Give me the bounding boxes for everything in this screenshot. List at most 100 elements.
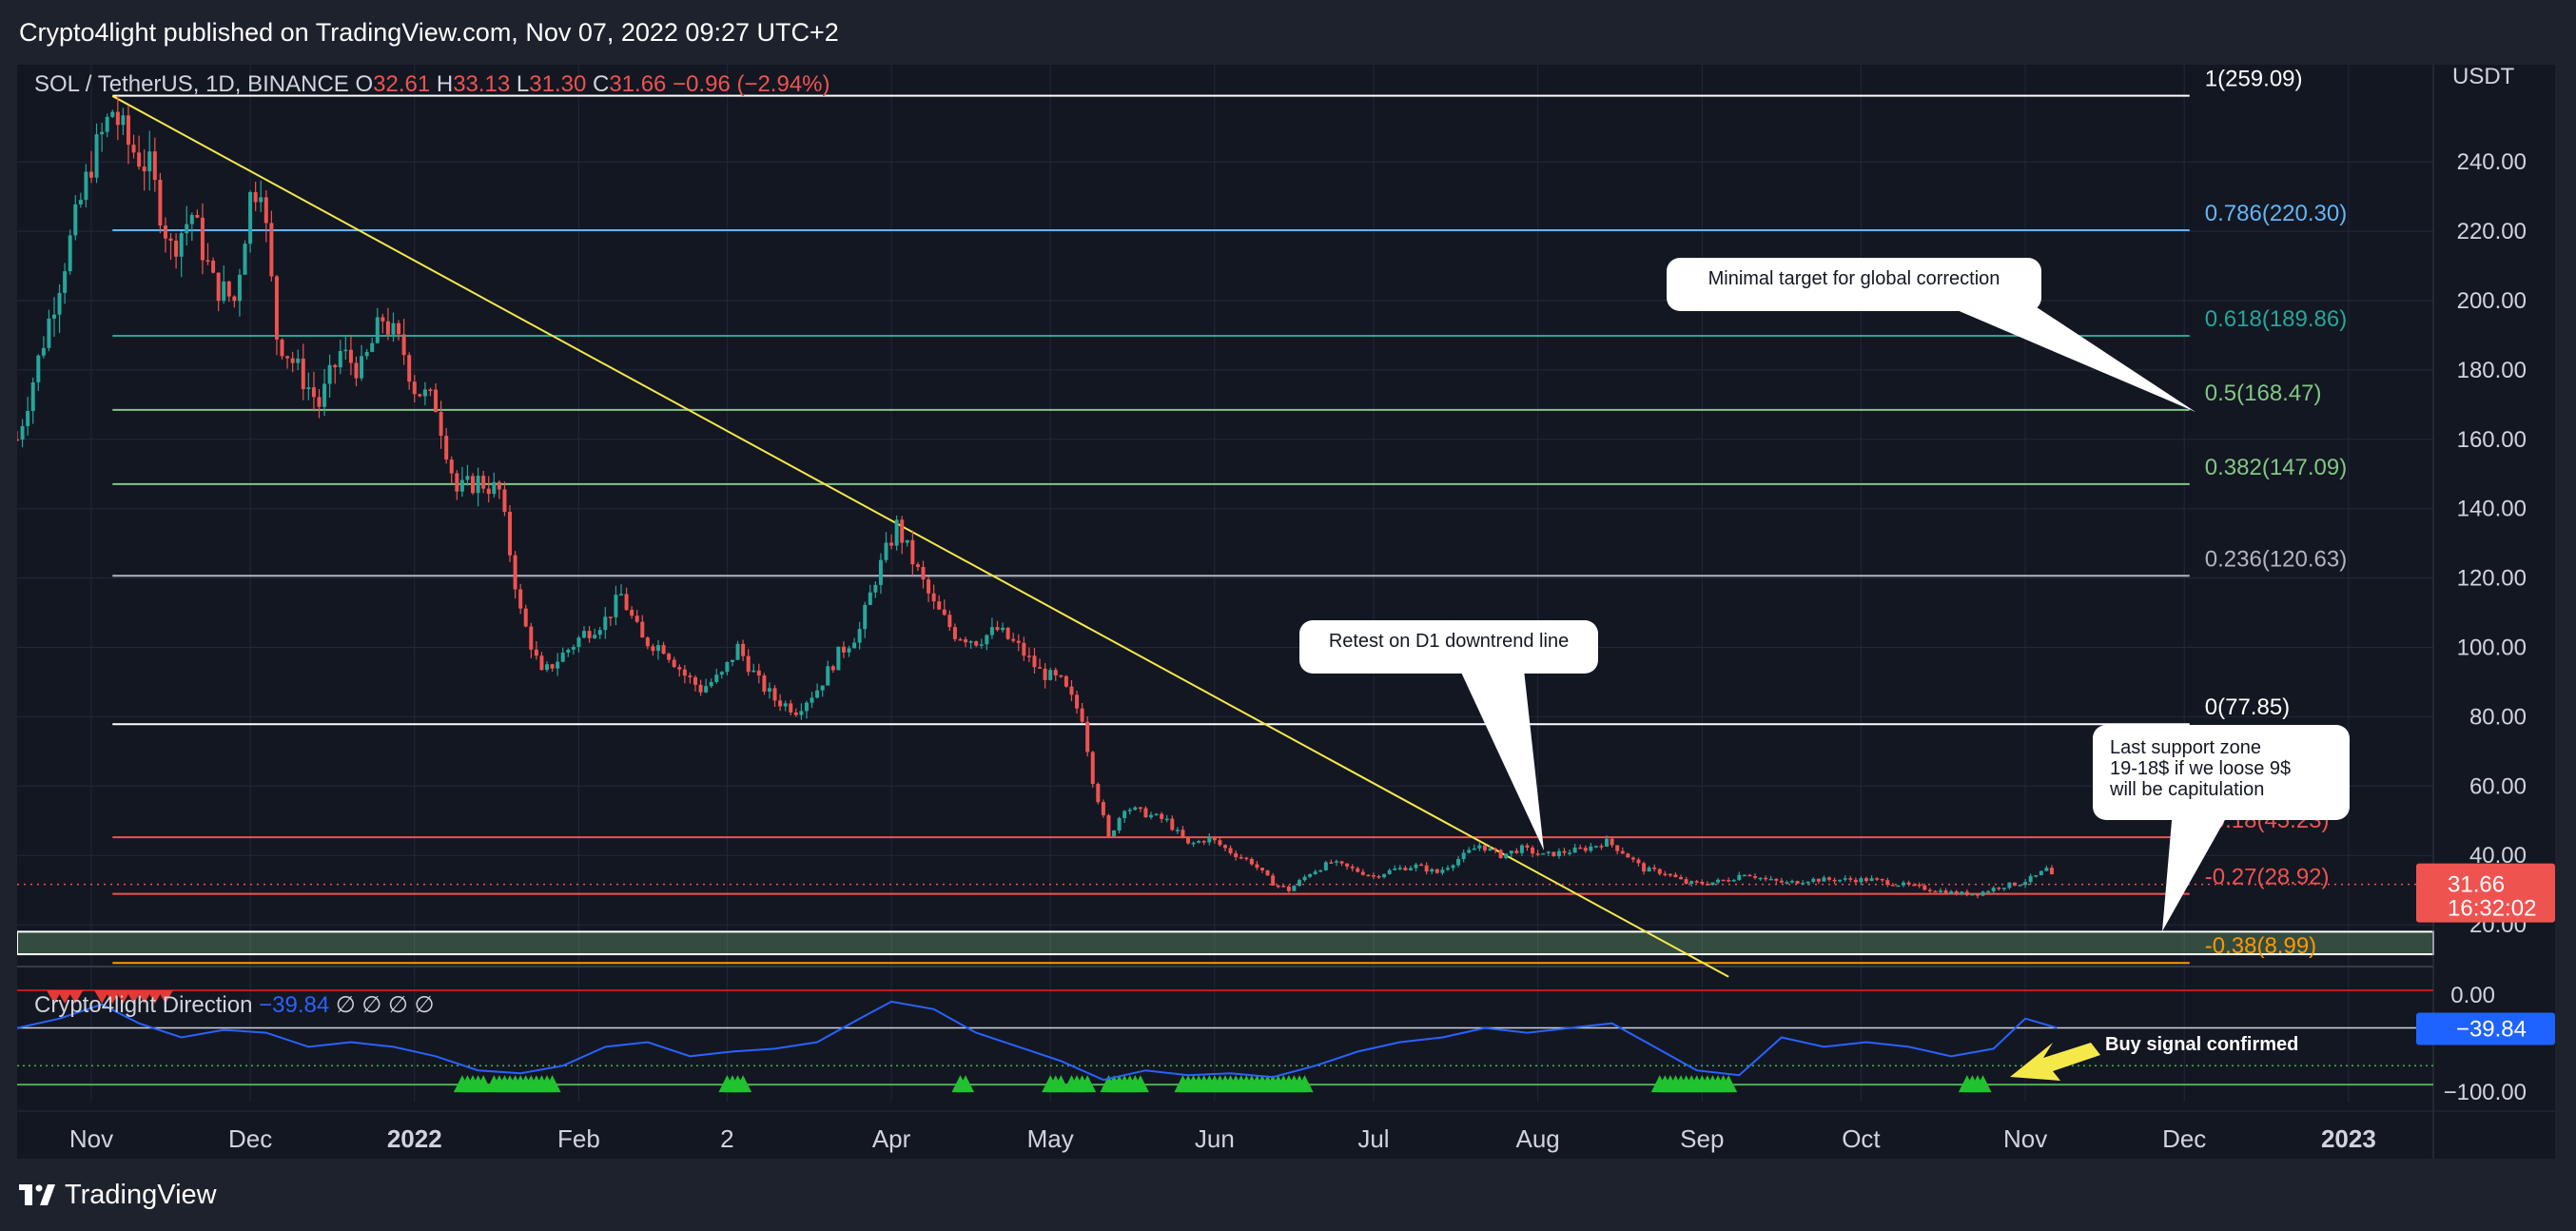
candle xyxy=(1583,848,1588,851)
candle xyxy=(1615,845,1620,851)
candle xyxy=(1917,884,1922,887)
candle xyxy=(1626,853,1630,858)
candle xyxy=(1255,864,1259,869)
countdown-timer: 16:32:02 xyxy=(2448,896,2536,922)
candle xyxy=(719,672,724,675)
time-tick-label: Dec xyxy=(2162,1124,2206,1153)
candle xyxy=(1302,876,1307,881)
candle xyxy=(1403,868,1408,870)
time-tick-label: Nov xyxy=(69,1124,113,1153)
candle xyxy=(2028,875,2033,883)
candle xyxy=(465,476,470,480)
candle xyxy=(1848,878,1853,880)
downtrend-line xyxy=(111,95,1729,978)
candle xyxy=(1228,848,1233,853)
candle xyxy=(1329,862,1334,864)
candle xyxy=(1175,830,1180,831)
candle xyxy=(94,134,99,178)
candle xyxy=(30,381,35,411)
candle xyxy=(1816,878,1821,882)
candle xyxy=(608,616,613,618)
candle xyxy=(481,476,486,489)
fib-level-label: -0.27(28.92) xyxy=(2205,865,2330,890)
chart-area[interactable]: 1(259.09) 0.786(220.30) 0.618(189.86) 0.5(1… xyxy=(17,65,2555,1159)
candle xyxy=(1265,870,1270,876)
current-price-tag xyxy=(2416,863,2555,923)
candle xyxy=(1758,877,1763,880)
time-tick-label: 2022 xyxy=(387,1124,442,1153)
callout-retest-text: Retest on D1 downtrend line xyxy=(1329,631,1569,652)
legend-part: 32.61 xyxy=(373,71,430,97)
candle xyxy=(1710,882,1715,886)
candle xyxy=(1059,674,1064,677)
candle xyxy=(900,519,905,543)
candle xyxy=(248,191,253,244)
candle xyxy=(131,145,136,153)
time-tick-label: Jun xyxy=(1195,1124,1235,1153)
candle xyxy=(327,364,332,384)
candle xyxy=(1589,846,1593,851)
buy-signal-marker xyxy=(734,1075,752,1093)
fib-level-label: 1(259.09) xyxy=(2205,67,2303,92)
candle xyxy=(121,115,126,126)
candle xyxy=(285,356,290,359)
candle xyxy=(1896,885,1901,888)
buy-signal-marker xyxy=(543,1075,561,1093)
candle xyxy=(1434,869,1439,873)
candle xyxy=(1191,842,1196,845)
candle xyxy=(1376,875,1381,878)
direction-indicator-line xyxy=(17,1000,2058,1082)
candle xyxy=(1164,818,1169,821)
candle xyxy=(269,223,274,277)
buy-signal-marker xyxy=(1974,1075,1992,1093)
legend-part: O xyxy=(355,71,373,97)
candle xyxy=(88,171,93,178)
chart-svg[interactable]: 1(259.09) 0.786(220.30) 0.618(189.86) 0.5(1… xyxy=(17,65,2555,1159)
candle xyxy=(78,200,83,205)
time-tick-label: Nov xyxy=(2003,1124,2047,1153)
candle xyxy=(100,131,105,135)
candle xyxy=(1032,655,1037,668)
candle xyxy=(1244,857,1249,860)
candle xyxy=(1890,885,1895,887)
candle xyxy=(1535,853,1540,855)
candle xyxy=(704,686,709,693)
candle xyxy=(2049,868,2054,875)
time-tick-label: Sep xyxy=(1680,1124,1724,1153)
candle xyxy=(931,593,936,602)
candle xyxy=(1922,885,1927,890)
candle xyxy=(985,635,989,645)
time-tick-label: Dec xyxy=(228,1124,272,1153)
candle xyxy=(1801,883,1805,885)
fib-level-label: 0(77.85) xyxy=(2205,694,2290,720)
candle xyxy=(1875,878,1880,880)
candle xyxy=(163,225,167,239)
candle xyxy=(226,281,231,297)
candle xyxy=(655,645,660,652)
candle xyxy=(830,666,835,671)
candle xyxy=(1445,868,1450,870)
candle xyxy=(322,383,327,407)
candle xyxy=(863,604,868,630)
candle xyxy=(730,659,734,662)
candle xyxy=(1451,865,1455,869)
candle xyxy=(1160,813,1164,819)
fib-level-label: 0.5(168.47) xyxy=(2205,381,2322,406)
price-tick-label: 200.00 xyxy=(2457,288,2527,314)
candle xyxy=(1117,817,1122,831)
buy-signal-annotation: Buy signal confirmed xyxy=(2105,1034,2298,1055)
candle xyxy=(582,631,587,638)
candle xyxy=(921,567,926,580)
candle xyxy=(1001,627,1005,631)
candle xyxy=(1038,667,1043,669)
tradingview-logo[interactable]: TradingView xyxy=(19,1180,217,1211)
candle xyxy=(852,642,857,649)
candle xyxy=(661,645,666,655)
candle xyxy=(1997,888,2001,889)
candle xyxy=(1026,655,1031,657)
candle xyxy=(360,356,364,379)
time-tick-label: Aug xyxy=(1516,1124,1560,1153)
candle xyxy=(1933,890,1938,893)
sell-signal-marker xyxy=(115,989,131,1004)
candle xyxy=(1170,818,1175,830)
